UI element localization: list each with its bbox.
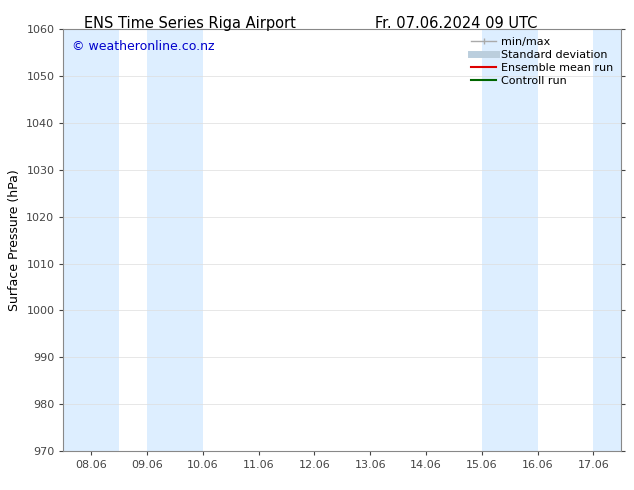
Y-axis label: Surface Pressure (hPa): Surface Pressure (hPa) (8, 169, 21, 311)
Bar (482, 29, 538, 451)
Bar (593, 29, 621, 451)
Text: © weatheronline.co.nz: © weatheronline.co.nz (72, 40, 214, 53)
Legend: min/max, Standard deviation, Ensemble mean run, Controll run: min/max, Standard deviation, Ensemble me… (469, 35, 616, 88)
Bar (147, 29, 203, 451)
Bar (63, 29, 119, 451)
Text: Fr. 07.06.2024 09 UTC: Fr. 07.06.2024 09 UTC (375, 16, 538, 31)
Text: ENS Time Series Riga Airport: ENS Time Series Riga Airport (84, 16, 296, 31)
